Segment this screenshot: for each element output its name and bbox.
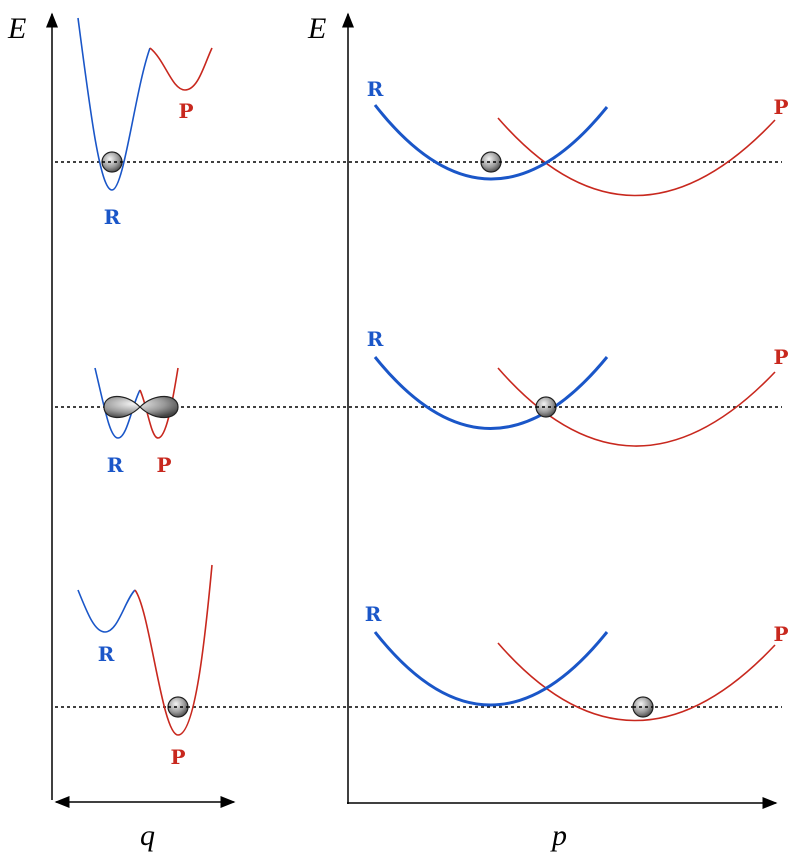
axis-label: E xyxy=(307,12,326,45)
reactant-label: R xyxy=(107,453,124,477)
product-label: P xyxy=(178,99,193,123)
reactant-label: R xyxy=(367,77,384,101)
product-label: P xyxy=(170,745,185,769)
reactant-parabola xyxy=(373,356,609,430)
reactant-label: R xyxy=(98,642,115,666)
product-parabola xyxy=(497,367,776,447)
axis-label: E xyxy=(7,12,26,45)
reactant-label: R xyxy=(367,327,384,351)
reactant-well xyxy=(77,17,151,191)
axis-label: p xyxy=(550,819,567,852)
product-parabola xyxy=(497,642,776,722)
reactant-label: R xyxy=(365,602,382,626)
product-label: P xyxy=(156,453,171,477)
reactant-label: R xyxy=(104,205,121,229)
product-parabola xyxy=(497,117,776,197)
product-label: P xyxy=(773,95,788,119)
product-label: P xyxy=(773,622,788,646)
axis-label: q xyxy=(140,819,155,852)
product-label: P xyxy=(773,345,788,369)
product-well xyxy=(149,47,213,91)
delocalized-particle xyxy=(103,395,179,419)
product-well xyxy=(134,564,213,736)
reactant-well xyxy=(77,589,136,633)
reactant-parabola xyxy=(373,631,609,707)
reactant-parabola xyxy=(373,104,609,181)
